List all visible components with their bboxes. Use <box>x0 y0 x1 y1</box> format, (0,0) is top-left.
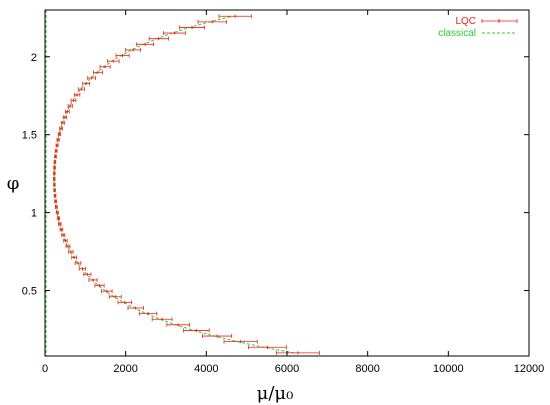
lqc-point <box>55 143 59 148</box>
lqc-point <box>54 205 58 210</box>
lqc-point <box>218 14 252 19</box>
lqc-point <box>183 328 210 333</box>
y-tick-label: 2 <box>31 52 37 64</box>
lqc-point <box>70 98 77 103</box>
lqc-point <box>78 266 86 271</box>
lqc-point <box>56 216 60 221</box>
lqc-point <box>55 210 59 215</box>
lqc-point <box>65 244 71 249</box>
lqc-point <box>61 233 66 238</box>
lqc-point <box>53 160 57 165</box>
lqc-point <box>82 81 91 86</box>
lqc-point <box>83 272 92 277</box>
lqc-point <box>101 289 113 294</box>
lqc-point <box>115 53 130 58</box>
lqc-point <box>53 193 57 198</box>
lqc-point <box>87 75 97 80</box>
legend-label-classical: classical <box>438 28 476 39</box>
lqc-point <box>202 334 233 339</box>
x-tick-label: 12000 <box>514 363 545 375</box>
lqc-point <box>63 238 68 243</box>
lqc-point <box>148 36 169 41</box>
lqc-point <box>162 31 186 36</box>
lqc-point <box>74 261 82 266</box>
lqc-point <box>56 137 60 142</box>
lqc-point <box>59 126 63 131</box>
lqc-point <box>88 277 98 282</box>
lqc-point <box>276 350 320 355</box>
lqc-point <box>53 176 56 181</box>
lqc-point <box>54 199 57 204</box>
lqc-point <box>65 109 70 114</box>
x-axis-title: μ/μ₀ <box>257 383 294 404</box>
lqc-point <box>93 70 103 75</box>
x-tick-label: 4000 <box>194 363 218 375</box>
lqc-point <box>151 317 173 322</box>
lqc-point <box>71 255 78 260</box>
lqc-point <box>94 283 105 288</box>
lqc-point <box>54 154 57 159</box>
lqc-point <box>125 47 142 52</box>
lqc-point <box>166 322 190 327</box>
lqc-point <box>58 221 62 226</box>
x-tick-label: 8000 <box>355 363 379 375</box>
y-axis-title: φ <box>7 173 20 194</box>
lqc-point <box>138 311 158 316</box>
lqc-point <box>62 115 68 120</box>
y-tick-label: 1.5 <box>22 130 37 142</box>
lqc-point <box>53 188 56 193</box>
lqc-point <box>54 148 58 153</box>
x-tick-label: 2000 <box>113 363 137 375</box>
lqc-point <box>67 104 73 109</box>
y-tick-label: 0.5 <box>22 286 37 298</box>
lqc-point <box>59 227 64 232</box>
lqc-point <box>136 42 155 47</box>
lqc-point <box>68 249 74 254</box>
lqc-point <box>53 182 56 187</box>
lqc-point <box>179 25 206 30</box>
y-tick-label: 1 <box>31 208 37 220</box>
axes-layer: 0 2000 4000 6000 8000 10000 12000 0.5 1 1.5 2 μ/μ₀ φ <box>7 9 545 404</box>
lqc-point <box>108 294 122 299</box>
x-tick-label: 10000 <box>433 363 464 375</box>
lqc-point <box>53 171 56 176</box>
lqc-point <box>77 87 85 92</box>
lqc-point <box>107 59 120 64</box>
lqc-point <box>60 120 65 125</box>
lqc-point <box>57 132 62 137</box>
lqc-point <box>53 165 56 170</box>
lqc-point <box>99 64 111 69</box>
lqc-point <box>197 19 227 24</box>
lqc-point <box>223 339 258 344</box>
series-layer <box>45 10 320 356</box>
legend-label-lqc: LQC <box>455 16 476 27</box>
lqc-point <box>127 305 144 310</box>
x-tick-label: 6000 <box>275 363 299 375</box>
lqc-point <box>73 92 81 97</box>
lqc-point <box>248 345 287 350</box>
x-tick-label: 0 <box>42 363 48 375</box>
lqc-point <box>117 300 132 305</box>
